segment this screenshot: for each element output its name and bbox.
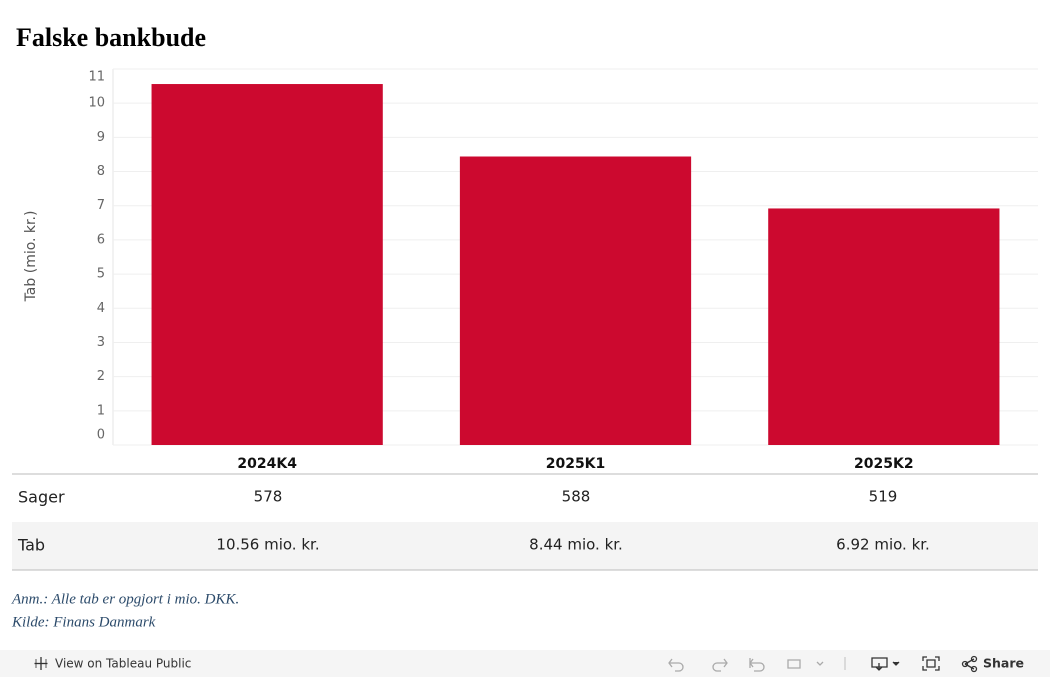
- y-tick-label: 5: [97, 267, 105, 282]
- y-tick-label: 10: [88, 96, 105, 111]
- share-dot: [970, 665, 978, 673]
- table-cell: 588: [562, 488, 591, 506]
- note: Kilde: Finans Danmark: [11, 614, 156, 630]
- y-tick-label: 1: [97, 403, 105, 418]
- revert[interactable]: [749, 658, 765, 672]
- y-tick-label: 7: [97, 198, 105, 213]
- table-cell: 10.56 mio. kr.: [216, 536, 319, 554]
- view-on-tableau-button[interactable]: View on Tableau Public: [34, 657, 192, 671]
- y-tick-label: 9: [97, 130, 105, 145]
- bar: [768, 208, 1000, 445]
- row-header: Sager: [18, 488, 65, 507]
- table-cell: 519: [869, 488, 898, 506]
- y-tick-label: 0: [97, 428, 105, 443]
- x-tick-label: 2024K4: [237, 456, 297, 472]
- view-link[interactable]: View on Tableau Public: [55, 657, 191, 671]
- refresh[interactable]: [787, 659, 801, 669]
- y-axis-title: Tab (mio. kr.): [23, 211, 39, 303]
- table-cell: 6.92 mio. kr.: [836, 536, 930, 554]
- table-row-band: [12, 522, 1038, 570]
- bar: [459, 156, 692, 446]
- note: Anm.: Alle tab er opgjort i mio. DKK.: [11, 591, 239, 607]
- download-dropdown[interactable]: [892, 661, 900, 666]
- share-icon: [964, 658, 975, 670]
- toolbar: [0, 650, 1050, 677]
- redo[interactable]: [712, 658, 728, 672]
- tableau-icon: [34, 657, 48, 670]
- y-tick-label: 8: [97, 164, 105, 179]
- y-tick-label: 11: [88, 70, 105, 85]
- x-tick-label: 2025K2: [854, 456, 914, 472]
- table-cell: 578: [254, 488, 283, 506]
- dropdown[interactable]: [816, 661, 824, 666]
- chart-title: Falske bankbude: [16, 23, 206, 52]
- download[interactable]: [871, 657, 888, 671]
- table-cell: 8.44 mio. kr.: [529, 536, 623, 554]
- share-dot: [970, 655, 978, 663]
- undo[interactable]: [668, 658, 684, 672]
- toolbar-icons-dark: [871, 655, 978, 673]
- y-tick-label: 2: [97, 369, 105, 384]
- share-button[interactable]: Share: [983, 656, 1024, 671]
- y-tick-label: 6: [97, 232, 105, 247]
- y-tick-label: 3: [97, 335, 105, 350]
- fullscreen[interactable]: [922, 656, 940, 671]
- bar: [151, 84, 383, 445]
- x-tick-label: 2025K1: [546, 456, 606, 472]
- share-dot: [961, 660, 969, 668]
- row-header: Tab: [17, 536, 45, 555]
- y-tick-label: 4: [97, 301, 105, 316]
- toolbar-icons: [668, 657, 846, 672]
